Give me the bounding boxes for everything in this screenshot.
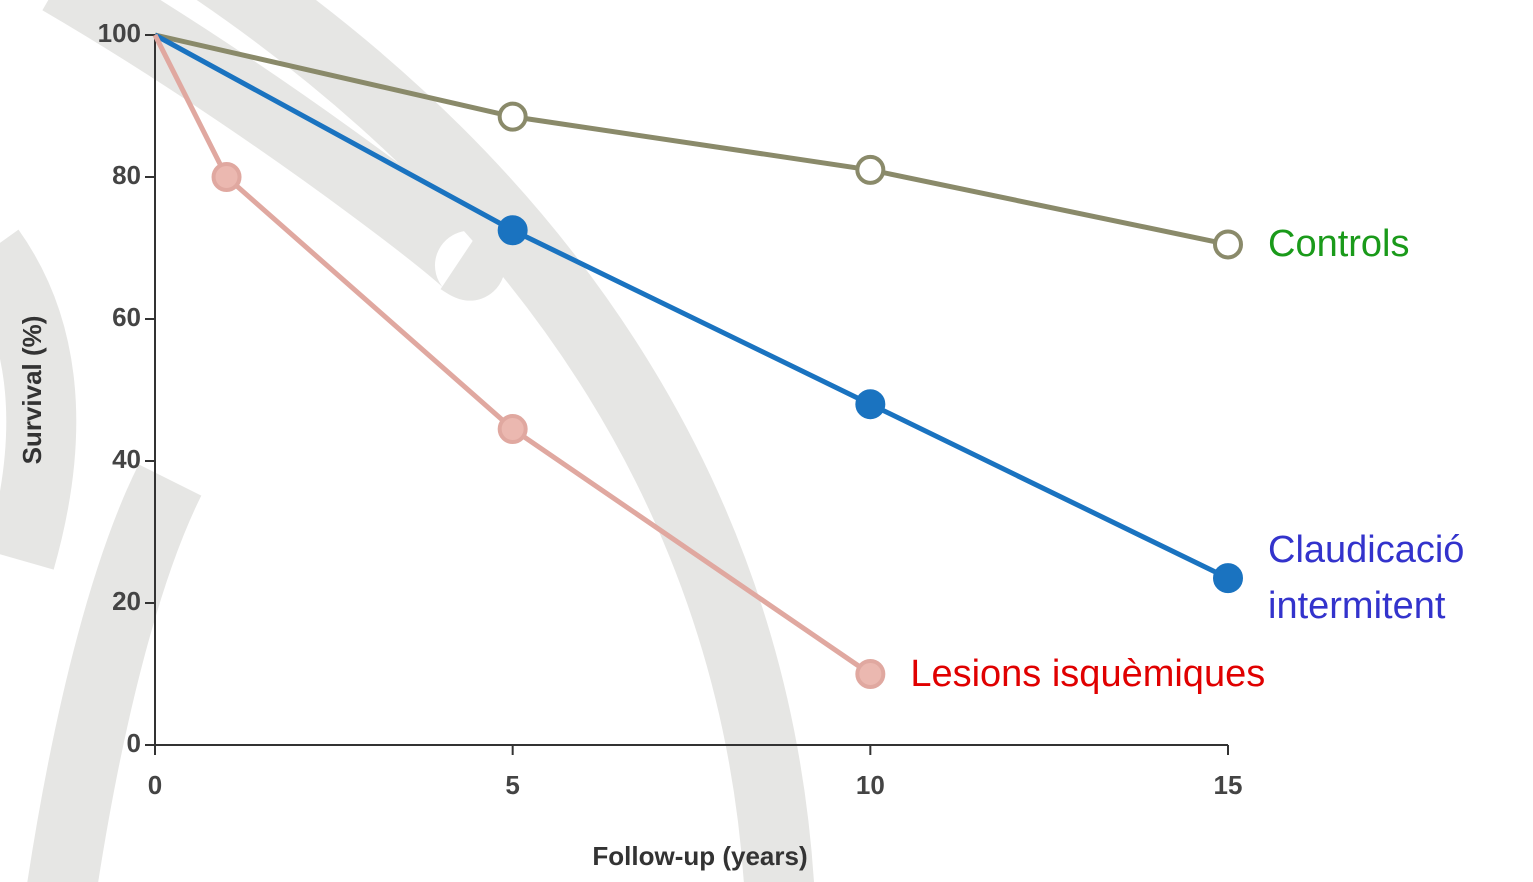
series-label: Claudicació intermitent <box>1268 529 1465 628</box>
y-tick-label: 80 <box>112 160 141 190</box>
y-tick-label: 0 <box>127 728 141 758</box>
x-tick-label: 10 <box>856 770 885 800</box>
marker <box>497 215 528 246</box>
x-axis-label: Follow-up (years) <box>592 841 807 871</box>
series-line <box>152 33 872 677</box>
marker <box>855 154 886 185</box>
marker <box>1213 563 1243 594</box>
y-tick-label: 60 <box>112 302 141 332</box>
series-line <box>153 32 1230 581</box>
y-tick-label: 40 <box>112 444 141 474</box>
marker <box>497 414 528 445</box>
series-label: Controls <box>1268 223 1410 266</box>
y-axis-label: Survival (%) <box>17 316 47 465</box>
x-tick-label: 0 <box>148 770 162 800</box>
marker <box>1213 229 1243 260</box>
marker <box>855 659 886 689</box>
series-line <box>154 32 1229 247</box>
series-label: Lesions isquèmiques <box>910 653 1266 695</box>
background-decoration <box>0 0 814 882</box>
marker <box>211 162 242 192</box>
marker <box>855 389 886 420</box>
x-tick-label: 5 <box>505 770 519 800</box>
y-tick-label: 100 <box>98 18 141 48</box>
marker <box>497 101 528 132</box>
x-tick-label: 15 <box>1214 770 1243 800</box>
y-tick-label: 20 <box>112 586 141 616</box>
